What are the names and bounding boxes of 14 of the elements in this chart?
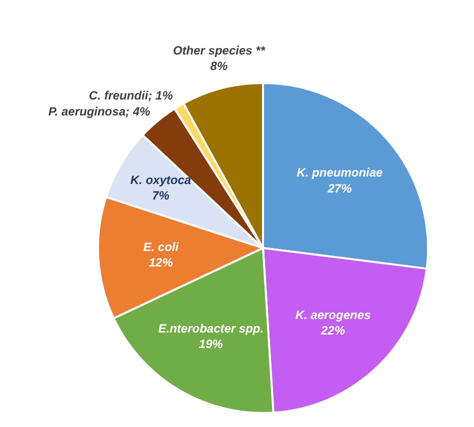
data-label: 7%	[152, 188, 170, 203]
slice-label: E.nterobacter spp.	[158, 321, 264, 336]
slice-label: E. coli	[143, 240, 180, 254]
slice-label: K. pneumoniae	[296, 166, 384, 180]
data-label: 19%	[198, 337, 224, 352]
slice-label: K. aerogenes	[295, 308, 372, 322]
slice-label: Other species **	[172, 44, 266, 58]
data-label: 12%	[148, 255, 174, 270]
data-label: 27%	[326, 181, 352, 196]
data-label: 22%	[320, 324, 346, 338]
slice-label: P. aeruginosa; 4%	[48, 104, 150, 119]
slice-label: C. freundii; 1%	[88, 88, 174, 103]
data-label: 8%	[210, 59, 228, 74]
slice-label: K. oxytoca	[130, 172, 192, 187]
